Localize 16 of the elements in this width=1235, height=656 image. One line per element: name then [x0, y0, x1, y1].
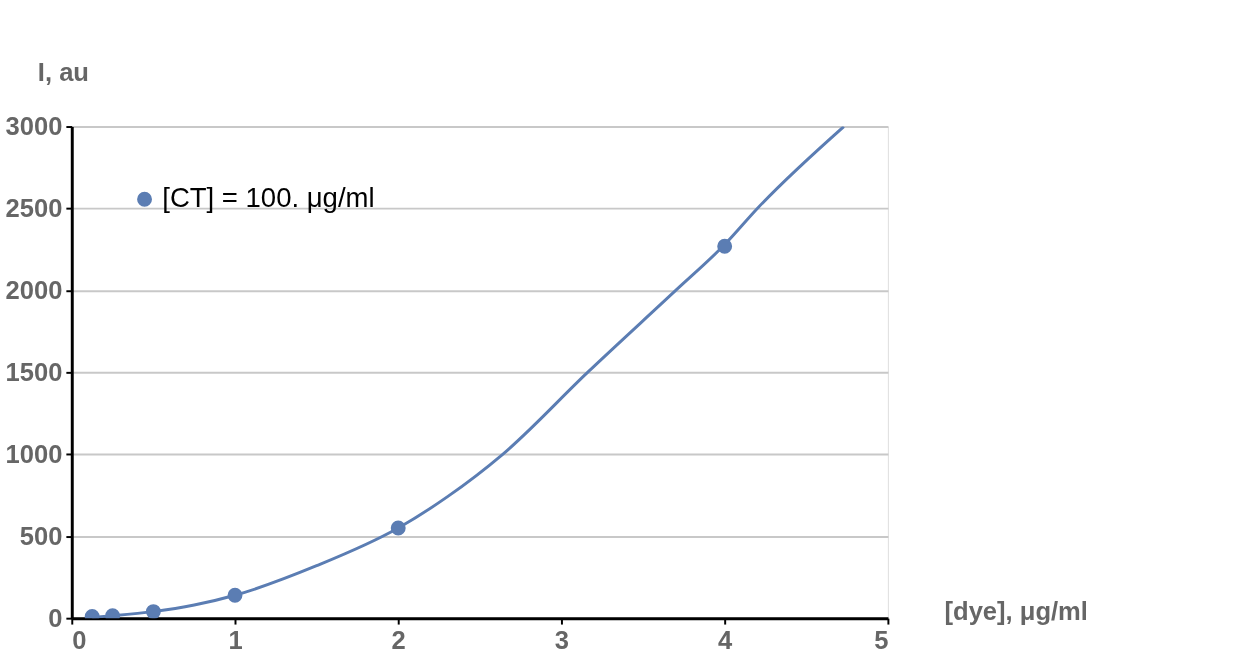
y-tick-label: 2500 [5, 193, 63, 222]
x-tick-label: 4 [718, 626, 734, 655]
y-tick-label: 1500 [5, 357, 63, 386]
y-tick-label: 2000 [5, 275, 63, 304]
legend-label: [CT] = 100. μg/ml [162, 182, 375, 214]
x-tick-label: 2 [391, 626, 406, 655]
y-axis-title: I, au [37, 57, 89, 86]
x-axis-title: [dye], μg/ml [944, 596, 1088, 625]
x-tick-label: 3 [554, 626, 570, 655]
x-tick-label: 1 [228, 626, 243, 655]
x-tick-label: 5 [874, 626, 889, 655]
y-tick-label: 0 [48, 603, 63, 632]
y-tick-label: 3000 [5, 111, 63, 140]
x-tick-label: 0 [72, 626, 87, 655]
y-tick-label: 500 [19, 521, 63, 550]
y-tick-label: 1000 [5, 439, 63, 468]
